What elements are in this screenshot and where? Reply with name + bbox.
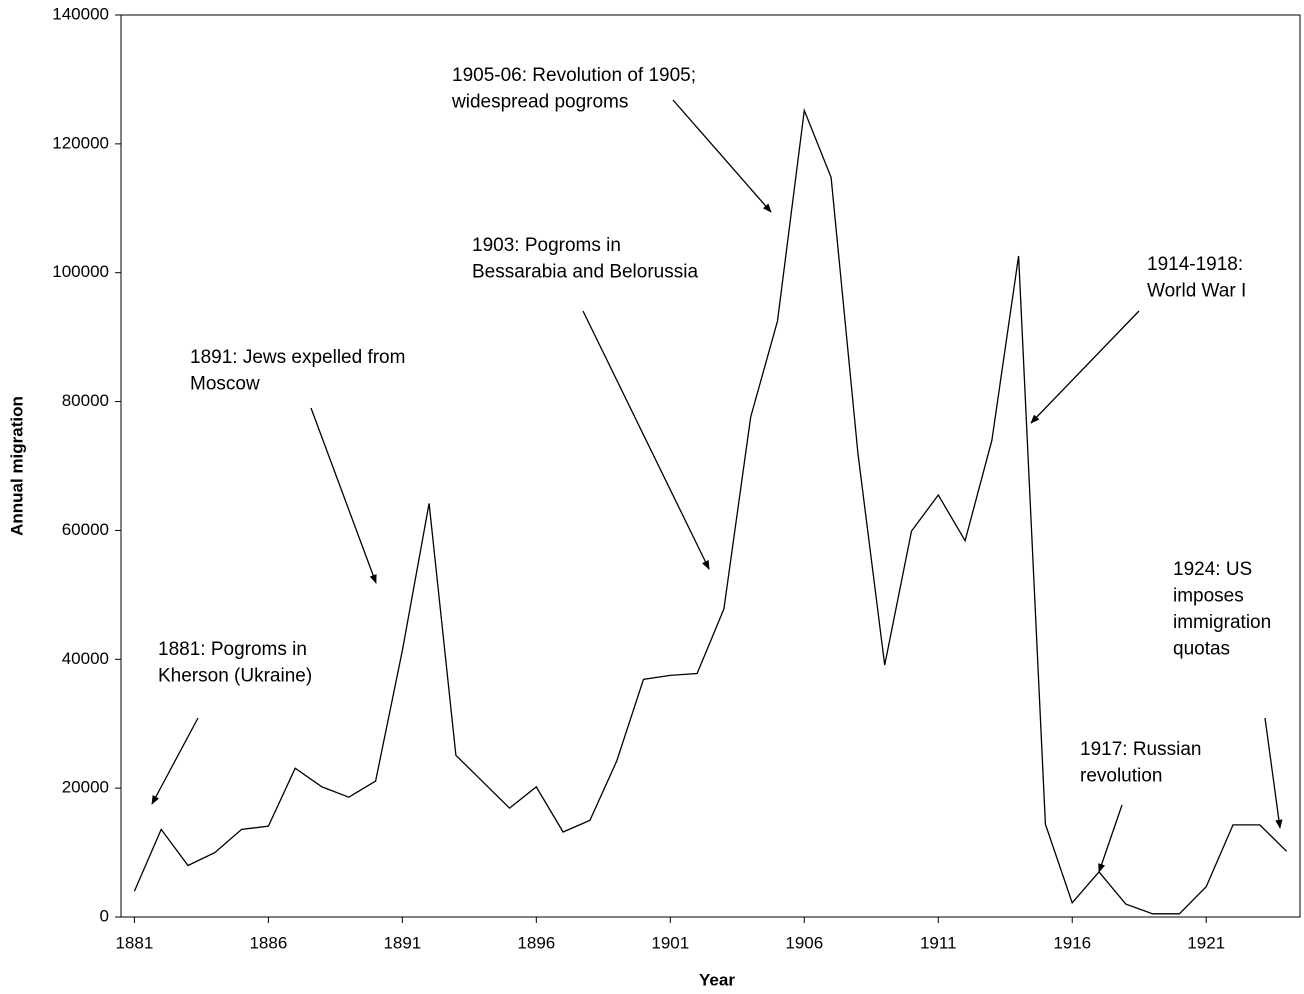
arrow (582, 310, 710, 570)
annotation: 1905-06: Revolution of 1905; (452, 65, 696, 86)
plot-area (120, 14, 1301, 918)
x-tick-label: 1921 (1187, 933, 1225, 952)
annotation: widespread pogroms (451, 92, 628, 113)
data-line (133, 107, 1288, 915)
annotation: Kherson (Ukraine) (158, 666, 312, 687)
arrow (672, 99, 772, 213)
annotation: 1903: Pogroms in (472, 235, 621, 256)
x-tick-label: 1911 (920, 933, 957, 952)
annotation: revolution (1080, 766, 1162, 787)
arrow (1030, 310, 1140, 424)
x-tick-label: 1896 (517, 933, 555, 952)
x-tick-label: 1886 (249, 933, 287, 952)
y-tick-label: 40000 (62, 649, 109, 668)
x-tick-label: 1916 (1053, 933, 1091, 952)
x-tick-label: 1901 (651, 933, 689, 952)
annotation: 1881: Pogroms in (158, 639, 307, 660)
annotation: 1917: Russian (1080, 739, 1201, 760)
arrow (151, 717, 199, 805)
annotation: immigration (1173, 612, 1271, 633)
y-tick-label: 0 (100, 906, 109, 925)
annotation: World War I (1147, 281, 1246, 302)
y-tick-label: 80000 (62, 391, 109, 410)
annotation: 1914-1918: (1147, 254, 1243, 275)
y-tick-label: 120000 (52, 133, 109, 152)
arrow (1264, 717, 1283, 829)
annotation: Moscow (190, 374, 260, 395)
annotation: imposes (1173, 586, 1244, 607)
annotation: Bessarabia and Belorussia (472, 262, 698, 283)
y-tick-label: 20000 (62, 778, 109, 797)
arrow (1098, 804, 1123, 873)
x-tick-label: 1881 (115, 933, 153, 952)
annotation: quotas (1173, 639, 1230, 660)
y-tick-label: 140000 (52, 4, 109, 23)
annotations (151, 99, 1283, 873)
annotation: 1891: Jews expelled from (190, 347, 405, 368)
x-axis-title: Year (699, 970, 735, 989)
y-tick-label: 100000 (52, 262, 109, 281)
y-tick-label: 60000 (62, 520, 109, 539)
x-tick-label: 1906 (785, 933, 823, 952)
y-axis-title: Annual migration (7, 396, 26, 536)
x-tick-label: 1891 (383, 933, 421, 952)
arrow (310, 407, 377, 584)
annotation: 1924: US (1173, 559, 1252, 580)
